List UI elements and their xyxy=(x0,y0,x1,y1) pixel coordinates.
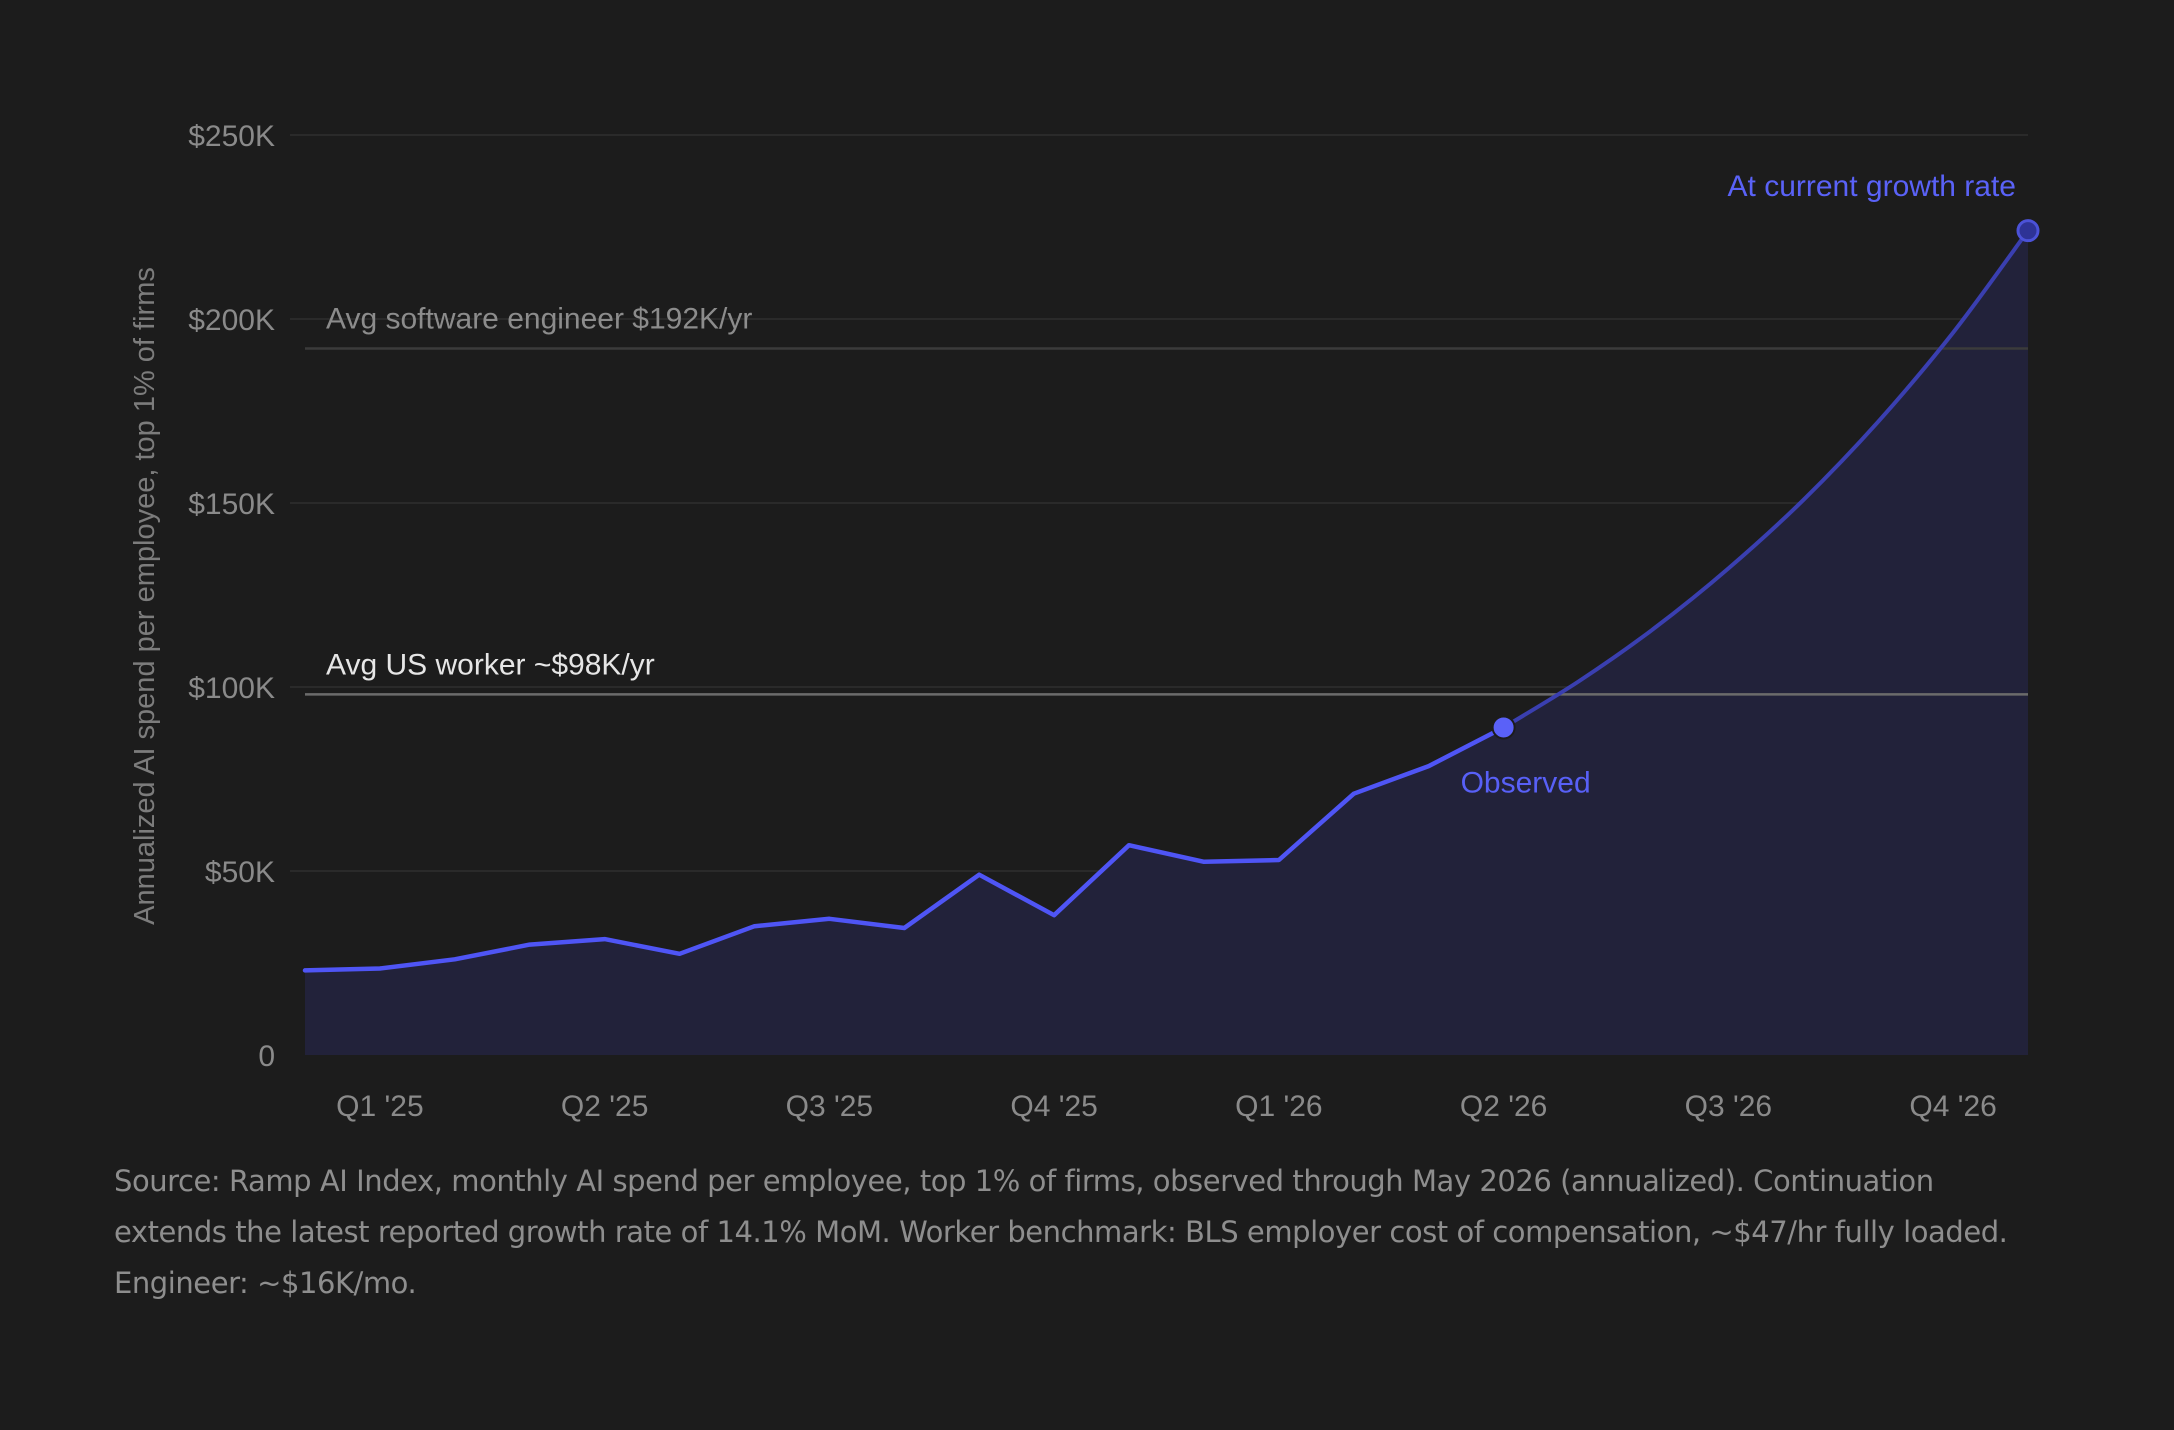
observed-label: Observed xyxy=(1461,766,1591,799)
source-note: Source: Ramp AI Index, monthly AI spend … xyxy=(114,1164,2008,1300)
y-tick-label: $200K xyxy=(188,304,275,337)
projection-label: At current growth rate xyxy=(1728,170,2016,203)
x-tick-label: Q4 '25 xyxy=(1010,1090,1097,1123)
reference-label-us-worker: Avg US worker ~$98K/yr xyxy=(326,648,655,681)
y-tick-label: $100K xyxy=(188,672,275,705)
area-fill-layer xyxy=(305,230,2028,1055)
x-tick-label: Q3 '26 xyxy=(1685,1090,1772,1123)
x-tick-label: Q4 '26 xyxy=(1909,1090,1996,1123)
x-tick-label: Q3 '25 xyxy=(786,1090,873,1123)
x-tick-label: Q1 '25 xyxy=(336,1090,423,1123)
y-tick-label: $50K xyxy=(205,856,275,889)
area-fill xyxy=(305,230,2028,1055)
x-tick-label: Q2 '26 xyxy=(1460,1090,1547,1123)
observed-marker xyxy=(1491,715,1516,740)
y-axis-ticks: 0 $50K $100K $150K $200K $250K xyxy=(188,120,275,1073)
series-lines xyxy=(302,228,2030,973)
projection-end-marker xyxy=(2016,219,2040,243)
series-line-observed xyxy=(302,725,1506,973)
y-axis-title: Annualized AI spend per employee, top 1%… xyxy=(129,267,161,925)
y-tick-label: $250K xyxy=(188,120,275,153)
y-tick-label: $150K xyxy=(188,488,275,521)
y-tick-label: 0 xyxy=(258,1040,275,1073)
x-tick-label: Q2 '25 xyxy=(561,1090,648,1123)
reference-lines: Avg software engineer $192K/yr Avg US wor… xyxy=(305,302,2028,696)
series-line-projection xyxy=(1501,228,2030,730)
x-axis-ticks: Q1 '25 Q2 '25 Q3 '25 Q4 '25 Q1 '26 Q2 '26 Q3 '… xyxy=(336,1090,1997,1123)
x-tick-label: Q1 '26 xyxy=(1235,1090,1322,1123)
reference-label-software-engineer: Avg software engineer $192K/yr xyxy=(326,302,752,335)
annotations: Observed At current growth rate xyxy=(1461,170,2040,799)
